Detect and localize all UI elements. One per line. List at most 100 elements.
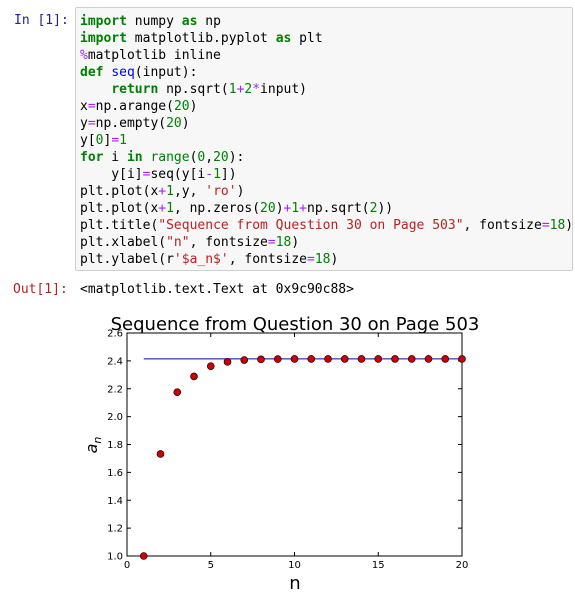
code-token: % bbox=[80, 48, 88, 63]
code-token: ) bbox=[275, 201, 284, 216]
code-token: '$a_n$' bbox=[173, 252, 229, 267]
code-token: "n" bbox=[166, 235, 190, 250]
code-token: 0 bbox=[95, 133, 104, 148]
axis-ticks: 0 5 10 15 20 1.0 1.2 1.4 1.6 1.8 2.0 2.2 2.4 2.6 bbox=[107, 329, 468, 572]
code-token: ) bbox=[291, 235, 300, 250]
code-line: plt.plot(x+1, np.zeros(20)+1+np.sqrt(2)) bbox=[80, 200, 573, 217]
code-token: seq bbox=[111, 65, 135, 80]
code-token: + bbox=[236, 82, 245, 97]
chart-title: Sequence from Question 30 on Page 503 bbox=[111, 314, 480, 335]
sequence-point bbox=[240, 356, 249, 364]
code-token: = bbox=[307, 252, 315, 267]
y-axis-label: an bbox=[82, 437, 104, 454]
code-token: "Sequence from Question 30 on Page 503" bbox=[158, 218, 464, 233]
code-token: , fontsize bbox=[189, 235, 268, 250]
code-token: + bbox=[283, 201, 292, 216]
code-token: * bbox=[252, 82, 261, 97]
sequence-point bbox=[441, 355, 450, 363]
code-token: 20 bbox=[166, 116, 182, 131]
x-axis-label: n bbox=[289, 573, 300, 594]
y-tick-label: 1.4 bbox=[107, 496, 123, 507]
y-tick-label: 1.8 bbox=[107, 440, 123, 451]
code-line: plt.plot(x+1,y, 'ro') bbox=[80, 183, 573, 200]
code-token: i bbox=[103, 150, 127, 165]
code-token: 18 bbox=[549, 218, 566, 233]
code-token: ) bbox=[330, 252, 339, 267]
sequence-point bbox=[340, 355, 349, 363]
code-token: np.arange( bbox=[95, 99, 174, 114]
code-token: 1 bbox=[166, 184, 174, 199]
sequence-point bbox=[407, 355, 416, 363]
code-token: , bbox=[205, 150, 214, 165]
code-token: plt.plot(x bbox=[80, 184, 159, 199]
sequence-point bbox=[257, 355, 265, 364]
code-token: 'ro' bbox=[205, 184, 237, 199]
plot-area bbox=[126, 332, 463, 557]
sequence-point bbox=[324, 355, 332, 363]
y-tick-label: 2.0 bbox=[107, 412, 123, 423]
sequence-point bbox=[391, 355, 399, 363]
code-token: ): bbox=[228, 150, 245, 165]
y-tick-label: 2.2 bbox=[107, 384, 123, 395]
code-token: plt.ylabel(r bbox=[80, 252, 174, 267]
y-axis-label-sub: n bbox=[91, 437, 104, 444]
code-token: matplotlib.pyplot bbox=[126, 31, 276, 46]
code-token: 20 bbox=[173, 99, 190, 114]
sequence-point bbox=[273, 355, 282, 363]
output-text: <matplotlib.text.Text at 0x9c90c88> bbox=[80, 282, 354, 297]
code-token: ) bbox=[236, 184, 245, 199]
code-token: 1 bbox=[166, 201, 174, 216]
code-token: plt.title( bbox=[80, 218, 159, 233]
code-editor[interactable]: import numpy as np import matplotlib.pypl… bbox=[80, 13, 573, 268]
code-token: = bbox=[267, 235, 276, 250]
code-line: y[0]=1 bbox=[80, 132, 573, 149]
code-input-cell[interactable]: import numpy as np import matplotlib.pypl… bbox=[75, 7, 573, 271]
code-token: - bbox=[205, 167, 214, 182]
svg-text:an: an bbox=[82, 437, 104, 454]
code-token: 1 bbox=[291, 201, 300, 216]
code-token: plt bbox=[291, 31, 323, 46]
code-token: ) bbox=[189, 99, 198, 114]
code-token: = bbox=[142, 167, 151, 182]
code-line: return np.sqrt(1+2*input) bbox=[80, 81, 573, 98]
code-token: 20 bbox=[213, 150, 229, 165]
code-token: = bbox=[111, 133, 120, 148]
code-token: np.sqrt( bbox=[307, 201, 370, 216]
sequence-point bbox=[458, 355, 466, 363]
code-token: ( bbox=[189, 150, 198, 165]
code-token: 18 bbox=[314, 252, 331, 267]
code-token: 1 bbox=[228, 82, 237, 97]
sequence-point bbox=[173, 388, 182, 397]
code-token: y bbox=[80, 116, 88, 131]
code-token: ) bbox=[565, 218, 574, 233]
sequence-point bbox=[223, 358, 232, 366]
code-line: def seq(input): bbox=[80, 64, 573, 81]
code-token: 2 bbox=[369, 201, 378, 216]
sequence-point bbox=[374, 355, 383, 363]
code-token: 0 bbox=[197, 150, 206, 165]
code-token: input) bbox=[260, 82, 308, 97]
y-tick-label: 2.4 bbox=[107, 356, 123, 367]
code-token: matplotlib inline bbox=[87, 48, 221, 63]
code-token: )) bbox=[377, 201, 394, 216]
x-tick-label: 15 bbox=[372, 560, 385, 571]
code-line: y=np.empty(20) bbox=[80, 115, 573, 132]
code-token: 1 bbox=[213, 167, 221, 182]
sequence-point bbox=[290, 355, 299, 363]
sequence-point bbox=[156, 450, 165, 458]
code-token: ) bbox=[181, 116, 190, 131]
code-line: %matplotlib inline bbox=[80, 47, 573, 64]
code-token: , fontsize bbox=[463, 218, 542, 233]
code-token: = bbox=[87, 99, 96, 114]
sequence-point bbox=[206, 362, 215, 370]
x-tick-label: 0 bbox=[124, 560, 130, 571]
code-token: as bbox=[275, 31, 292, 46]
sequence-point bbox=[307, 355, 316, 363]
y-axis-label-main: a bbox=[82, 444, 101, 454]
code-token: 20 bbox=[260, 201, 276, 216]
x-tick-label: 5 bbox=[208, 560, 214, 571]
code-token: def bbox=[80, 65, 104, 80]
code-token: as bbox=[181, 14, 198, 29]
code-token: + bbox=[158, 184, 167, 199]
code-line: plt.ylabel(r'$a_n$', fontsize=18) bbox=[80, 251, 573, 268]
